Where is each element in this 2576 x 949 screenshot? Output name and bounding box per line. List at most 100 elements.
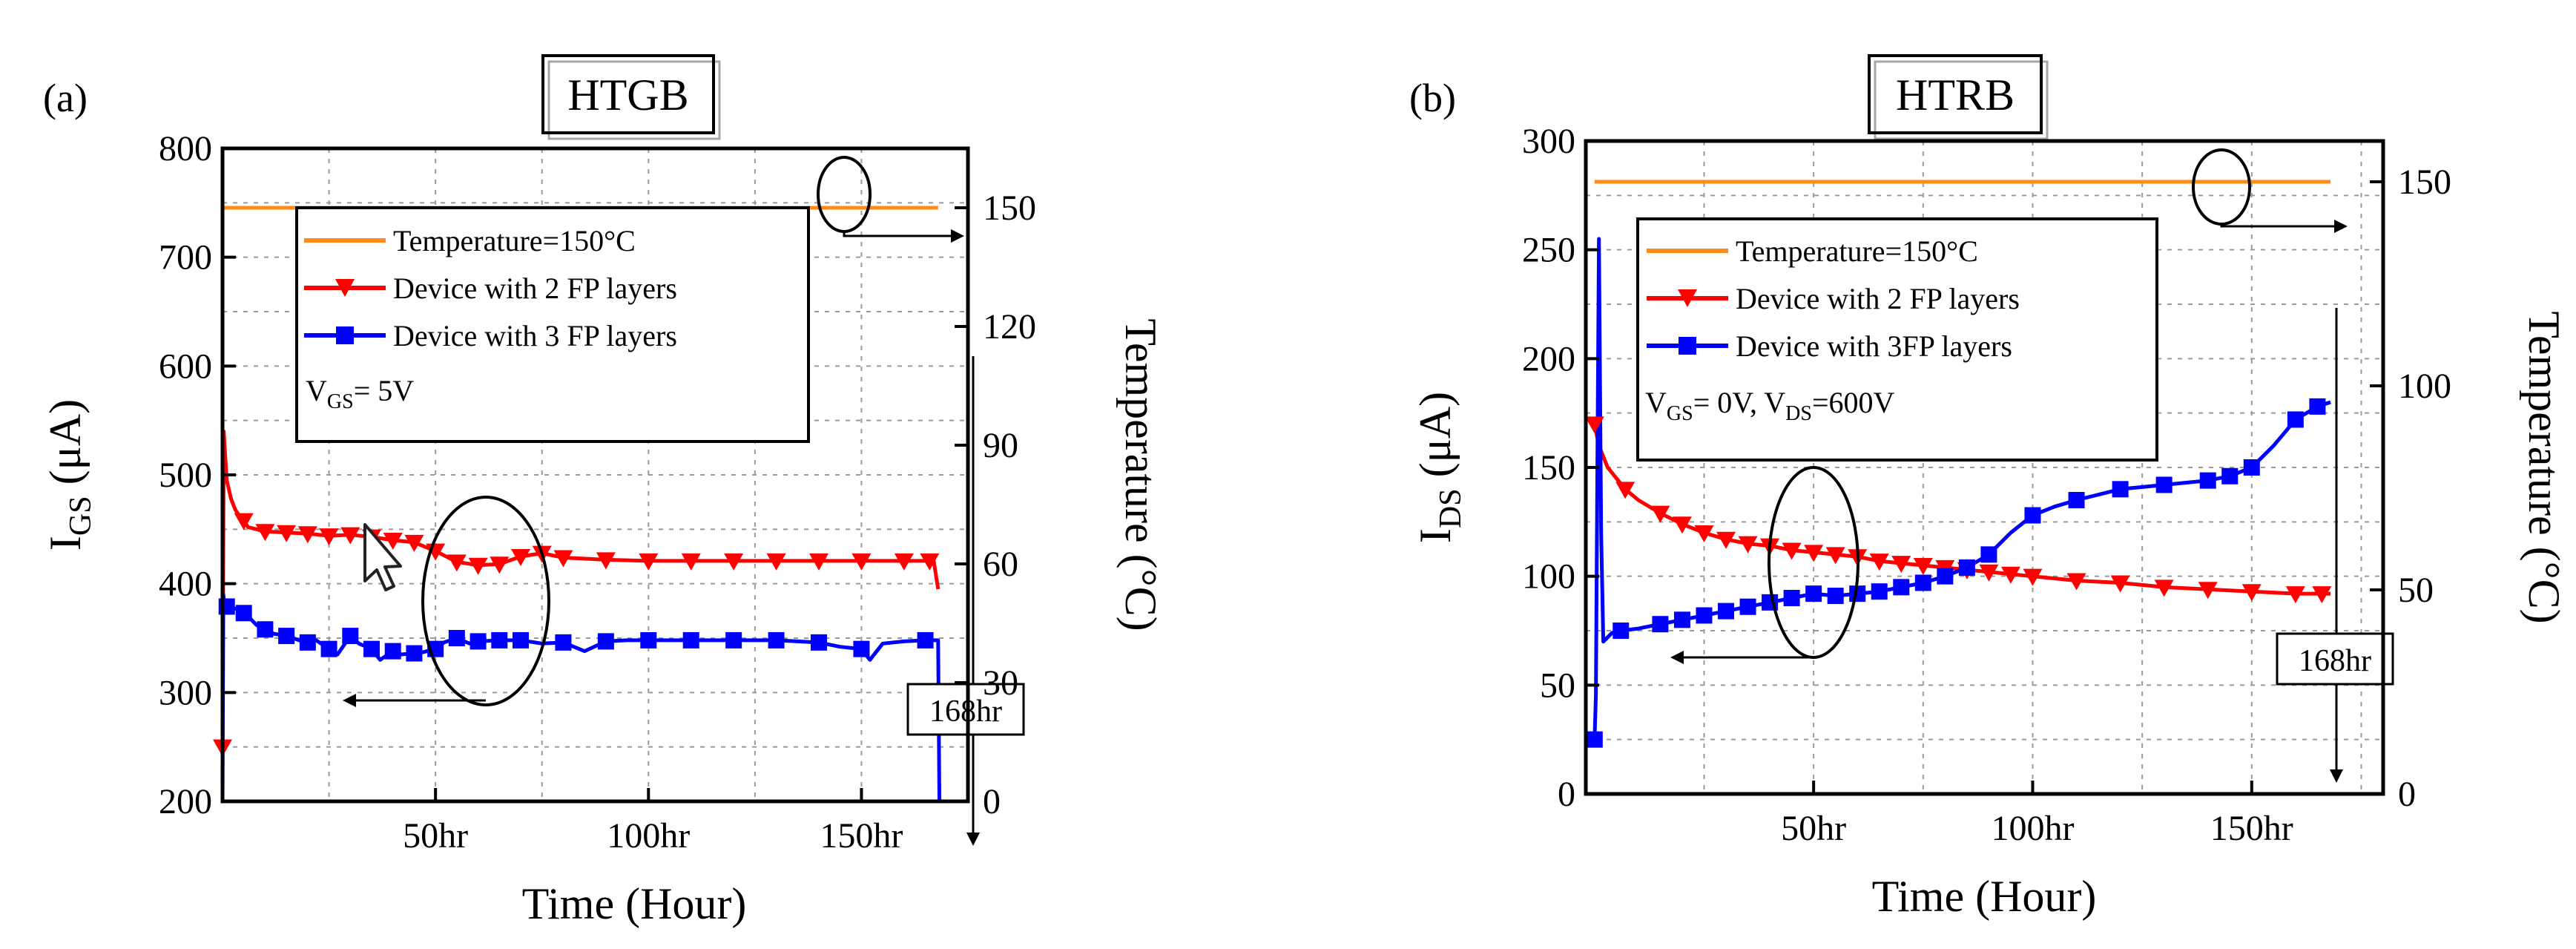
grid-lines bbox=[223, 148, 968, 801]
data-point-marker bbox=[1652, 616, 1669, 633]
data-point-marker bbox=[681, 553, 701, 571]
data-point-marker bbox=[1937, 568, 1954, 585]
legend-marker-device-3fp bbox=[1679, 337, 1696, 355]
y2-tick-label: 30 bbox=[983, 663, 1018, 703]
data-point-marker bbox=[1782, 542, 1802, 560]
x-tick-label: 50hr bbox=[403, 816, 468, 856]
data-point-marker bbox=[490, 556, 510, 574]
y-tick-label: 800 bbox=[159, 129, 212, 168]
data-point-marker bbox=[553, 550, 573, 568]
y-tick-label: 0 bbox=[1558, 775, 1575, 814]
y2-tick-label: 0 bbox=[2398, 775, 2416, 814]
data-point-marker bbox=[2309, 398, 2326, 415]
data-point-marker bbox=[1805, 585, 1822, 602]
left-axis-arrow-head bbox=[343, 694, 356, 707]
title-box bbox=[1868, 54, 2043, 134]
data-point-marker bbox=[278, 628, 295, 645]
y-tick-label: 200 bbox=[159, 782, 212, 821]
y-tick-label: 700 bbox=[159, 238, 212, 278]
y-tick-label: 200 bbox=[1522, 339, 1575, 378]
data-point-marker bbox=[1914, 574, 1931, 591]
right-axis-arrow-line bbox=[2220, 224, 2336, 228]
end-annotation: 168hr bbox=[929, 694, 1002, 729]
data-point-marker bbox=[1804, 545, 1824, 562]
legend-label-temperature: Temperature=150°C bbox=[393, 224, 636, 257]
y-tick-label: 500 bbox=[159, 456, 212, 495]
data-point-marker bbox=[1739, 598, 1756, 615]
legend-label-temperature: Temperature=150°C bbox=[1736, 234, 1978, 268]
x-tick-label: 100hr bbox=[1991, 809, 2074, 848]
data-point-marker bbox=[1783, 590, 1800, 606]
data-point-marker bbox=[1584, 416, 1604, 434]
data-point-marker bbox=[1979, 564, 1999, 582]
data-point-marker bbox=[235, 605, 252, 622]
data-point-marker bbox=[2287, 411, 2304, 428]
data-point-marker bbox=[257, 621, 274, 638]
y2-tick-label: 90 bbox=[983, 426, 1018, 465]
y2-tick-label: 60 bbox=[983, 545, 1018, 584]
data-point-marker bbox=[511, 549, 530, 566]
data-point-marker bbox=[447, 554, 467, 572]
legend-marker-device-2fp bbox=[1678, 289, 1697, 307]
right-axis-arrow-head bbox=[951, 229, 964, 243]
y2-tick-label: 150 bbox=[2398, 162, 2451, 202]
data-point-marker bbox=[1849, 585, 1866, 602]
data-point-marker bbox=[468, 557, 488, 575]
data-point-marker bbox=[1913, 558, 1933, 575]
x-tick-label: 50hr bbox=[1781, 809, 1846, 848]
left-axis-arrow-head bbox=[1670, 651, 1684, 664]
data-point-marker bbox=[1958, 559, 1975, 576]
panel-label: (a) bbox=[43, 76, 88, 120]
data-point-marker bbox=[297, 526, 317, 544]
data-point-marker bbox=[2199, 472, 2216, 489]
y-tick-label: 300 bbox=[1522, 122, 1575, 161]
y-tick-label: 400 bbox=[159, 565, 212, 604]
data-point-marker bbox=[640, 631, 657, 648]
condition-label: VGS= 5V bbox=[306, 374, 414, 413]
data-point-marker bbox=[2112, 481, 2129, 498]
data-point-marker bbox=[1716, 531, 1736, 549]
y2-tick-label: 0 bbox=[983, 782, 1001, 821]
x-tick-label: 100hr bbox=[607, 816, 690, 856]
legend-label-device-3fp: Device with 3 FP layers bbox=[393, 319, 677, 352]
y2-tick-label: 150 bbox=[983, 188, 1036, 228]
data-point-marker bbox=[448, 630, 465, 646]
data-point-marker bbox=[2068, 492, 2085, 508]
data-point-marker bbox=[639, 553, 659, 571]
y-tick-label: 600 bbox=[159, 347, 212, 386]
data-point-marker bbox=[1613, 623, 1630, 639]
title-box-shadow bbox=[547, 60, 721, 140]
x-tick-label: 150hr bbox=[820, 816, 903, 856]
legend-box bbox=[1636, 217, 2158, 462]
data-point-marker bbox=[1891, 556, 1911, 574]
data-point-marker bbox=[383, 533, 403, 550]
data-point-marker bbox=[491, 631, 508, 648]
title-box-shadow bbox=[1874, 60, 2049, 140]
data-point-marker bbox=[277, 525, 297, 542]
y2-tick-label: 120 bbox=[983, 307, 1036, 347]
data-point-marker bbox=[1694, 525, 1714, 542]
data-point-marker bbox=[2024, 507, 2041, 524]
data-point-marker bbox=[2198, 582, 2218, 600]
data-point-marker bbox=[920, 553, 940, 571]
data-point-marker bbox=[320, 640, 337, 657]
data-point-marker bbox=[1696, 607, 1713, 624]
data-point-marker bbox=[768, 631, 785, 648]
data-point-marker bbox=[894, 553, 914, 571]
data-point-marker bbox=[299, 634, 316, 651]
data-point-marker bbox=[851, 553, 872, 571]
data-point-marker bbox=[809, 553, 829, 571]
data-point-marker bbox=[555, 634, 572, 651]
data-point-marker bbox=[2221, 467, 2239, 485]
data-point-marker bbox=[2241, 584, 2262, 602]
data-point-marker bbox=[853, 640, 870, 657]
data-point-marker bbox=[811, 634, 827, 651]
data-point-marker bbox=[917, 631, 934, 648]
data-point-marker bbox=[319, 528, 339, 546]
data-point-marker bbox=[2023, 568, 2043, 586]
data-point-marker bbox=[725, 631, 742, 648]
y-tick-label: 150 bbox=[1522, 448, 1575, 487]
data-point-marker bbox=[255, 524, 275, 542]
